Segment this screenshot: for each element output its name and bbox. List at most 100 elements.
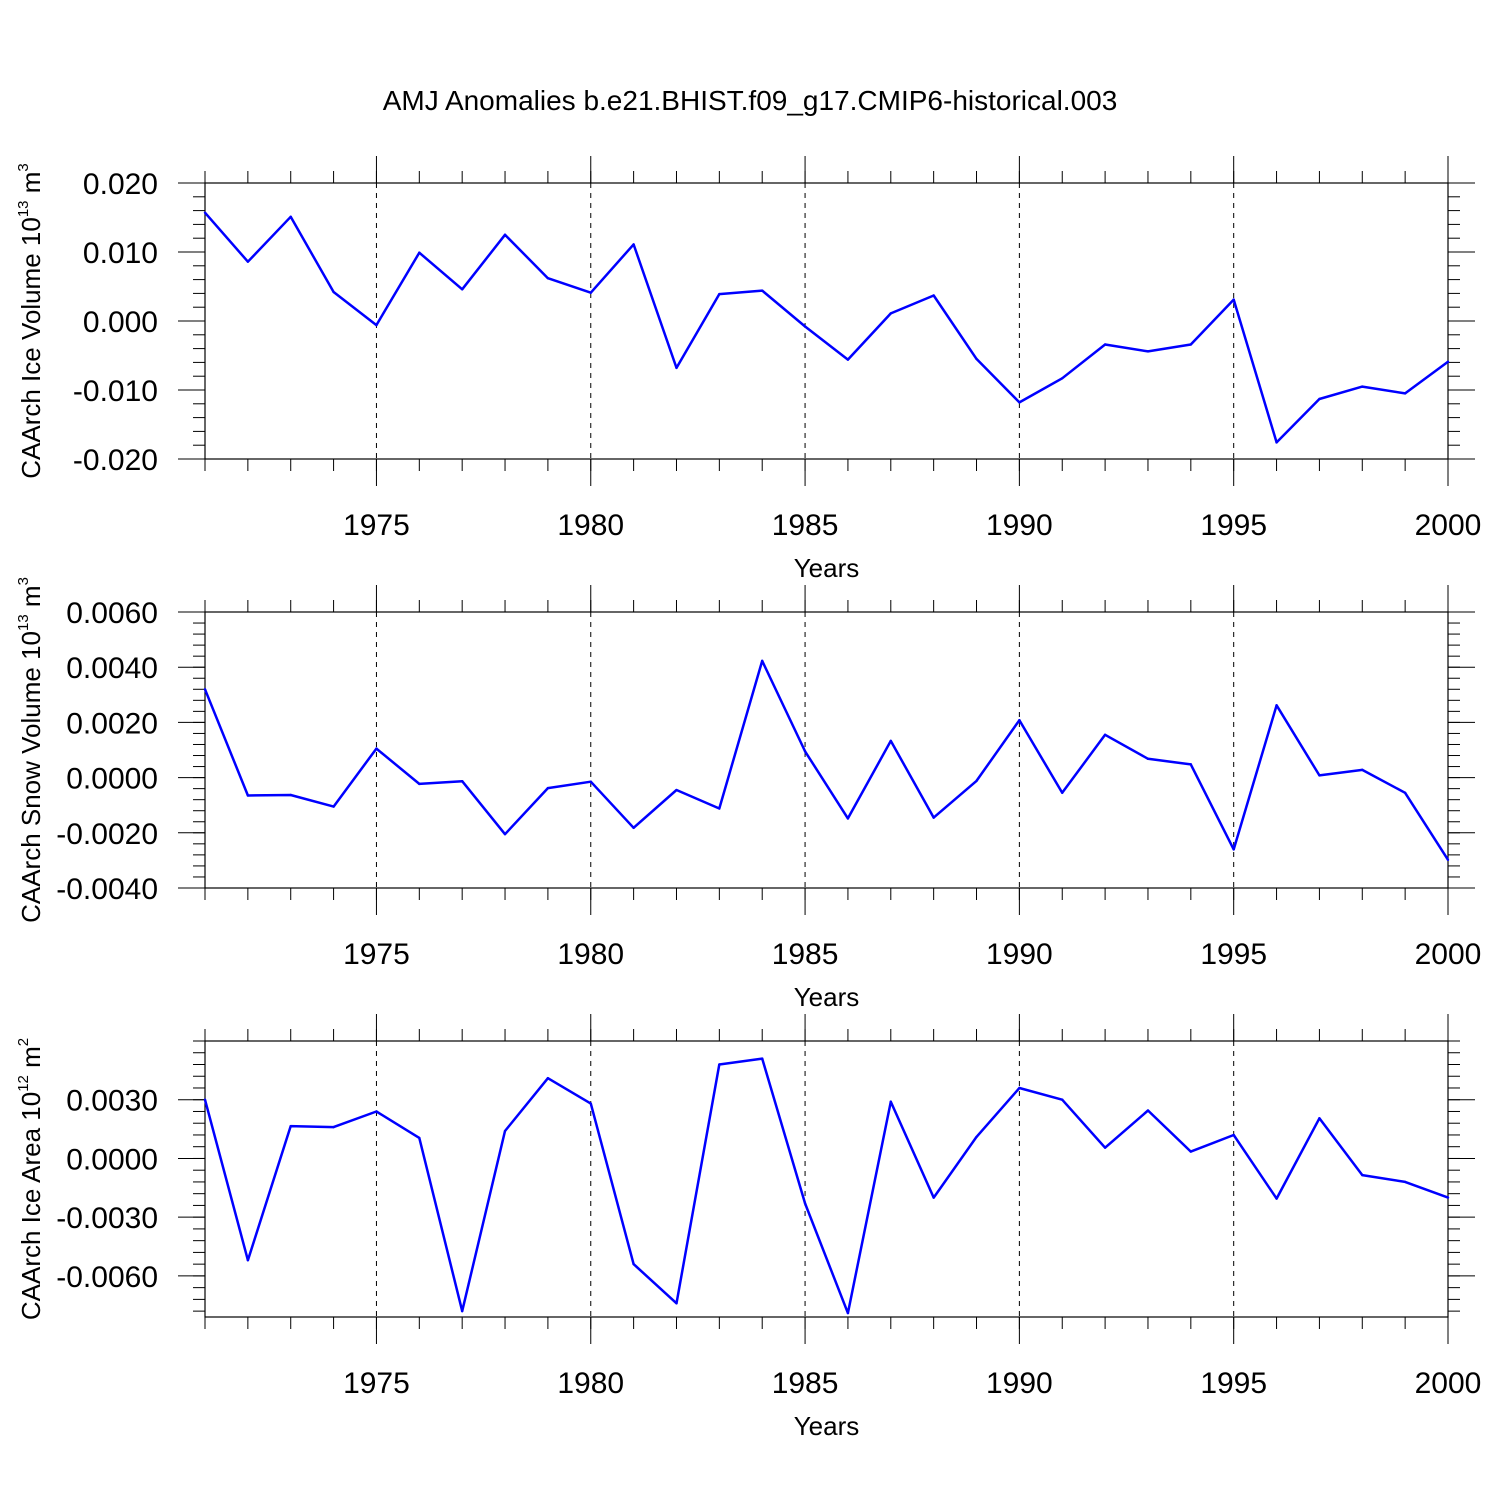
- plot-frame: [204, 611, 1449, 889]
- data-point: [203, 688, 207, 691]
- data-point: [1103, 733, 1107, 737]
- data-point: [1018, 401, 1021, 404]
- y-axis-label: CAArch Ice Area 1012 m2: [15, 1038, 46, 1320]
- y-axis-label-base: CAArch Snow Volume 10: [16, 631, 46, 923]
- x-tick-label: 1985: [772, 509, 839, 542]
- data-point: [1018, 1086, 1021, 1090]
- data-point: [1403, 791, 1407, 794]
- x-tick-label: 1980: [557, 938, 624, 971]
- data-point: [1318, 397, 1321, 401]
- data-point: [932, 294, 935, 297]
- panel-3: 1975 1980 1985 1990 1995 2000 0.0030 0.0000 -0.0…: [15, 1014, 1481, 1441]
- data-point: [889, 312, 892, 315]
- data-point: [289, 793, 292, 797]
- data-point: [803, 750, 807, 753]
- y-tick-label: -0.010: [73, 375, 158, 408]
- panel-2: 1975 1980 1985 1990 1995 2000 0.0060 0.0040 0.00…: [15, 577, 1481, 1012]
- y-axis-label-exponent: 13: [15, 614, 32, 631]
- data-point: [846, 358, 850, 361]
- data-point: [246, 260, 250, 263]
- x-tick-label: 1975: [343, 509, 410, 542]
- data-point: [503, 1129, 507, 1133]
- data-point: [1232, 298, 1235, 301]
- y-tick-label: -0.0040: [56, 873, 158, 906]
- data-point: [803, 325, 807, 328]
- y-tick-label: -0.020: [73, 444, 158, 477]
- data-point: [1403, 1180, 1407, 1184]
- series-line: [203, 659, 1450, 861]
- data-point: [718, 807, 721, 810]
- data-point: [332, 805, 335, 808]
- y-tick-label: 0.0000: [66, 1143, 158, 1176]
- x-tick-label: 1995: [1200, 509, 1267, 542]
- data-point: [1189, 763, 1193, 766]
- data-point: [1275, 441, 1278, 444]
- data-point: [1061, 1098, 1064, 1101]
- y-tick-label: 0.010: [83, 237, 158, 270]
- data-point: [503, 832, 507, 836]
- x-tick-label: 1975: [343, 1367, 410, 1400]
- data-point: [1018, 718, 1021, 722]
- x-axis-label: Years: [794, 1411, 860, 1441]
- data-point: [1446, 360, 1450, 363]
- y-axis-label-unit-exponent: 3: [15, 163, 32, 171]
- y-tick-label: 0.0040: [66, 652, 158, 685]
- data-point: [375, 1110, 378, 1113]
- data-point: [1232, 848, 1235, 851]
- data-point: [1446, 1196, 1450, 1199]
- data-point: [1446, 858, 1450, 862]
- y-tick-label: 0.0020: [66, 707, 158, 740]
- data-point: [546, 786, 550, 790]
- data-point: [332, 290, 335, 294]
- data-point: [1403, 392, 1407, 395]
- data-point: [975, 1135, 978, 1139]
- y-tick-label: 0.0060: [66, 597, 158, 630]
- data-point: [761, 1057, 764, 1060]
- data-point: [1189, 343, 1193, 346]
- y-axis-label-unit: m: [16, 585, 46, 614]
- y-tick-label: 0.000: [83, 306, 158, 339]
- x-tick-label: 1990: [986, 509, 1053, 542]
- y-tick-label: 0.020: [83, 168, 158, 201]
- data-point: [889, 739, 892, 743]
- data-point: [503, 233, 507, 236]
- data-point: [1361, 768, 1364, 772]
- y-tick-label: 0.0000: [66, 763, 158, 796]
- data-point: [246, 794, 250, 797]
- data-point: [932, 816, 935, 819]
- x-tick-label: 1995: [1200, 1367, 1267, 1400]
- data-point: [1061, 377, 1064, 380]
- data-point: [1146, 1109, 1150, 1112]
- y-axis-label-base: CAArch Ice Volume 10: [16, 217, 46, 479]
- data-point: [418, 782, 421, 786]
- data-point: [546, 1076, 550, 1080]
- y-tick-label: 0.0030: [66, 1085, 158, 1118]
- series-line: [203, 1057, 1449, 1315]
- data-point: [289, 1124, 292, 1128]
- data-point: [460, 1309, 464, 1313]
- data-point: [761, 289, 764, 292]
- data-point: [332, 1125, 335, 1129]
- x-axis-label: Years: [794, 982, 860, 1012]
- x-tick-label: 1980: [557, 509, 624, 542]
- data-point: [460, 779, 464, 783]
- data-point: [1275, 1197, 1278, 1200]
- y-axis-label-exponent: 13: [15, 200, 32, 217]
- data-point: [1146, 757, 1150, 761]
- series-line: [204, 211, 1449, 444]
- data-point: [975, 779, 978, 783]
- x-axis-label: Years: [794, 553, 860, 583]
- data-point: [1232, 1133, 1235, 1137]
- data-point: [589, 291, 592, 294]
- data-point: [375, 747, 378, 750]
- y-axis-label: CAArch Ice Volume 1013 m3: [15, 163, 46, 479]
- data-point: [675, 1302, 678, 1305]
- data-point: [1275, 704, 1278, 707]
- data-point: [632, 1262, 635, 1266]
- data-point: [203, 1098, 207, 1101]
- y-tick-label: -0.0060: [56, 1261, 158, 1294]
- data-point: [1061, 791, 1064, 794]
- data-point: [460, 288, 464, 291]
- data-point: [546, 277, 550, 280]
